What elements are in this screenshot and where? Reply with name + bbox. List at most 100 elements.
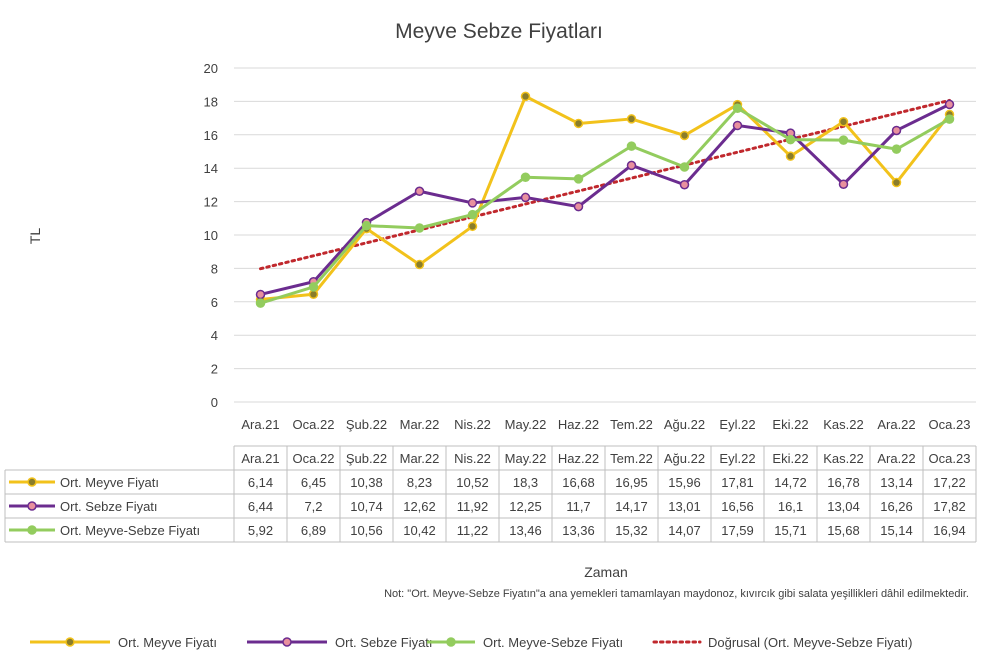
table-value-cell: 15,68	[827, 523, 860, 538]
y-tick-label: 4	[211, 328, 218, 343]
y-tick-label: 16	[204, 128, 218, 143]
table-header-cell: Ara.22	[877, 451, 915, 466]
table-header-cell: Haz.22	[558, 451, 599, 466]
table-header-cell: May.22	[505, 451, 547, 466]
table-value-cell: 14,72	[774, 475, 807, 490]
table-header-cell: Ağu.22	[664, 451, 705, 466]
series-lines	[255, 91, 955, 308]
data-point	[785, 134, 796, 145]
legend-marker	[446, 637, 456, 647]
data-point	[255, 298, 266, 308]
table-value-cell: 7,2	[304, 499, 322, 514]
table-value-cell: 5,92	[248, 523, 273, 538]
y-tick-label: 8	[211, 261, 218, 276]
x-tick-label: Nis.22	[454, 417, 491, 432]
data-point	[838, 179, 849, 189]
y-tick-label: 6	[211, 295, 218, 310]
table-value-cell: 13,04	[827, 499, 860, 514]
data-point	[626, 141, 637, 151]
data-point	[520, 91, 531, 102]
data-point	[626, 160, 637, 171]
table-header-cell: Eki.22	[772, 451, 808, 466]
data-table: Ara.21 Oca.22 Şub.22 Mar.22 Nis.22 May.22 Haz.…	[4, 445, 977, 543]
x-tick-label: May.22	[505, 417, 547, 432]
table-series-name: Ort. Meyve Fiyatı	[60, 475, 159, 490]
table-legend-key	[9, 525, 55, 535]
data-point	[255, 289, 266, 300]
gridlines	[234, 67, 976, 403]
data-point	[520, 172, 531, 182]
legend-item-3: Ort. Meyve-Sebze Fiyatı	[427, 635, 623, 650]
data-point	[944, 99, 955, 110]
x-axis-label: Zaman	[584, 564, 628, 580]
x-tick-labels: Ara.21 Oca.22 Şub.22 Mar.22 Nis.22 May.22 Haz.…	[241, 417, 970, 432]
data-point	[573, 174, 584, 184]
series-line	[260, 94, 951, 301]
table-value-cell: 10,38	[350, 475, 383, 490]
legend-label: Ort. Sebze Fiyatı	[335, 635, 433, 650]
table-value-cell: 13,01	[668, 499, 701, 514]
data-point	[679, 130, 690, 141]
y-axis-label: TL	[27, 228, 43, 245]
x-tick-label: Ara.22	[877, 417, 915, 432]
series-line	[260, 103, 951, 296]
table-value-cell: 10,74	[350, 499, 383, 514]
legend-label: Doğrusal (Ort. Meyve-Sebze Fiyatı)	[708, 635, 912, 650]
table-value-cell: 11,7	[566, 499, 590, 514]
data-point	[467, 209, 478, 220]
legend-key-marker	[27, 477, 37, 487]
data-point	[414, 186, 425, 196]
table-value-cell: 6,14	[248, 475, 273, 490]
table-value-cell: 16,26	[880, 499, 913, 514]
table-legend-key	[9, 501, 55, 511]
table-value-cell: 10,56	[350, 523, 383, 538]
x-tick-label: Kas.22	[823, 417, 863, 432]
data-point	[679, 179, 690, 190]
legend-label: Ort. Meyve Fiyatı	[118, 635, 217, 650]
legend: Ort. Meyve Fiyatı Ort. Sebze Fiyatı Ort. M…	[30, 635, 912, 650]
x-tick-label: Şub.22	[346, 417, 387, 432]
table-header-cell: Oca.22	[293, 451, 335, 466]
table-value-cell: 16,56	[721, 499, 754, 514]
table-value-cell: 13,36	[562, 523, 595, 538]
data-point	[414, 223, 425, 233]
table-value-cell: 13,46	[509, 523, 542, 538]
data-point	[573, 201, 584, 212]
table-value-cell: 15,96	[668, 475, 701, 490]
table-value-cell: 14,07	[668, 523, 701, 538]
data-point	[308, 282, 319, 292]
table-value-cell: 15,71	[774, 523, 807, 538]
table-value-cell: 16,78	[827, 475, 860, 490]
legend-item-1: Ort. Meyve Fiyatı	[30, 635, 217, 650]
table-value-cell: 6,44	[248, 499, 273, 514]
y-tick-label: 14	[204, 161, 218, 176]
x-tick-label: Ağu.22	[664, 417, 705, 432]
table-value-cell: 14,17	[615, 499, 648, 514]
y-tick-label: 0	[211, 395, 218, 410]
table-header-cell: Nis.22	[454, 451, 491, 466]
x-tick-label: Ara.21	[241, 417, 279, 432]
table-value-cell: 18,3	[513, 475, 538, 490]
x-tick-label: Oca.23	[929, 417, 971, 432]
data-point	[732, 103, 743, 113]
series-line	[260, 106, 951, 305]
table-value-cell: 16,1	[778, 499, 803, 514]
table-header-cell: Mar.22	[400, 451, 440, 466]
legend-label: Ort. Meyve-Sebze Fiyatı	[483, 635, 623, 650]
data-point	[838, 135, 849, 145]
table-value-cell: 6,89	[301, 523, 326, 538]
legend-marker	[282, 637, 292, 647]
y-tick-label: 20	[204, 61, 218, 76]
y-tick-label: 12	[204, 195, 218, 210]
table-value-cell: 12,62	[403, 499, 436, 514]
data-point	[891, 177, 902, 188]
data-point	[626, 114, 637, 124]
table-series-name: Ort. Sebze Fiyatı	[60, 499, 158, 514]
legend-item-4: Doğrusal (Ort. Meyve-Sebze Fiyatı)	[652, 635, 912, 650]
table-value-cell: 17,59	[721, 523, 754, 538]
series-3	[255, 103, 955, 308]
legend-item-2: Ort. Sebze Fiyatı	[247, 635, 433, 650]
data-point	[891, 144, 902, 154]
table-value-cell: 17,81	[721, 475, 754, 490]
chart-note: Not: "Ort. Meyve-Sebze Fiyatın"a ana yem…	[384, 588, 969, 600]
